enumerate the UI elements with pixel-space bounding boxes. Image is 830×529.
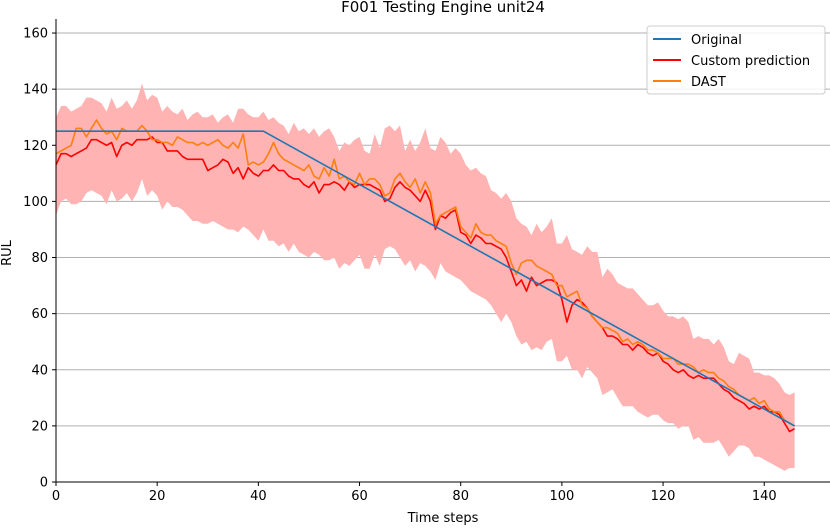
original-line xyxy=(56,130,795,427)
x-tick-label: 120 xyxy=(651,489,676,504)
prediction-band xyxy=(56,83,795,471)
prediction-band-area xyxy=(56,83,795,471)
x-tick-label: 0 xyxy=(52,489,60,504)
y-tick-label: 80 xyxy=(31,251,48,266)
ticks: 0 20 40 60 80 100 120 140 160 0 20 40 60 80 100 120 140 xyxy=(23,27,776,504)
series-lines xyxy=(55,119,795,433)
x-tick-label: 140 xyxy=(752,489,777,504)
legend-label: DAST xyxy=(691,75,726,90)
y-tick-label: 140 xyxy=(23,83,48,98)
x-tick-label: 40 xyxy=(250,489,267,504)
legend: Original Custom prediction DAST xyxy=(646,25,826,95)
y-tick-label: 160 xyxy=(23,27,48,42)
y-tick-label: 120 xyxy=(23,139,48,154)
x-axis-label: Time steps xyxy=(407,511,479,525)
x-tick-label: 60 xyxy=(351,489,368,504)
y-tick-label: 100 xyxy=(23,195,48,210)
legend-label: Original xyxy=(691,33,742,48)
y-tick-label: 20 xyxy=(31,419,48,434)
legend-label: Custom prediction xyxy=(691,54,810,69)
x-tick-label: 100 xyxy=(549,489,574,504)
axes xyxy=(55,19,830,483)
chart-title: F001 Testing Engine unit24 xyxy=(341,0,545,16)
y-tick-label: 40 xyxy=(31,363,48,378)
y-tick-label: 60 xyxy=(31,307,48,322)
x-tick-label: 20 xyxy=(149,489,166,504)
custom-prediction-line xyxy=(55,136,795,433)
y-tick-label: 0 xyxy=(40,476,48,491)
y-axis-label: RUL xyxy=(0,239,15,266)
legend-box xyxy=(646,25,826,95)
x-tick-label: 80 xyxy=(452,489,469,504)
